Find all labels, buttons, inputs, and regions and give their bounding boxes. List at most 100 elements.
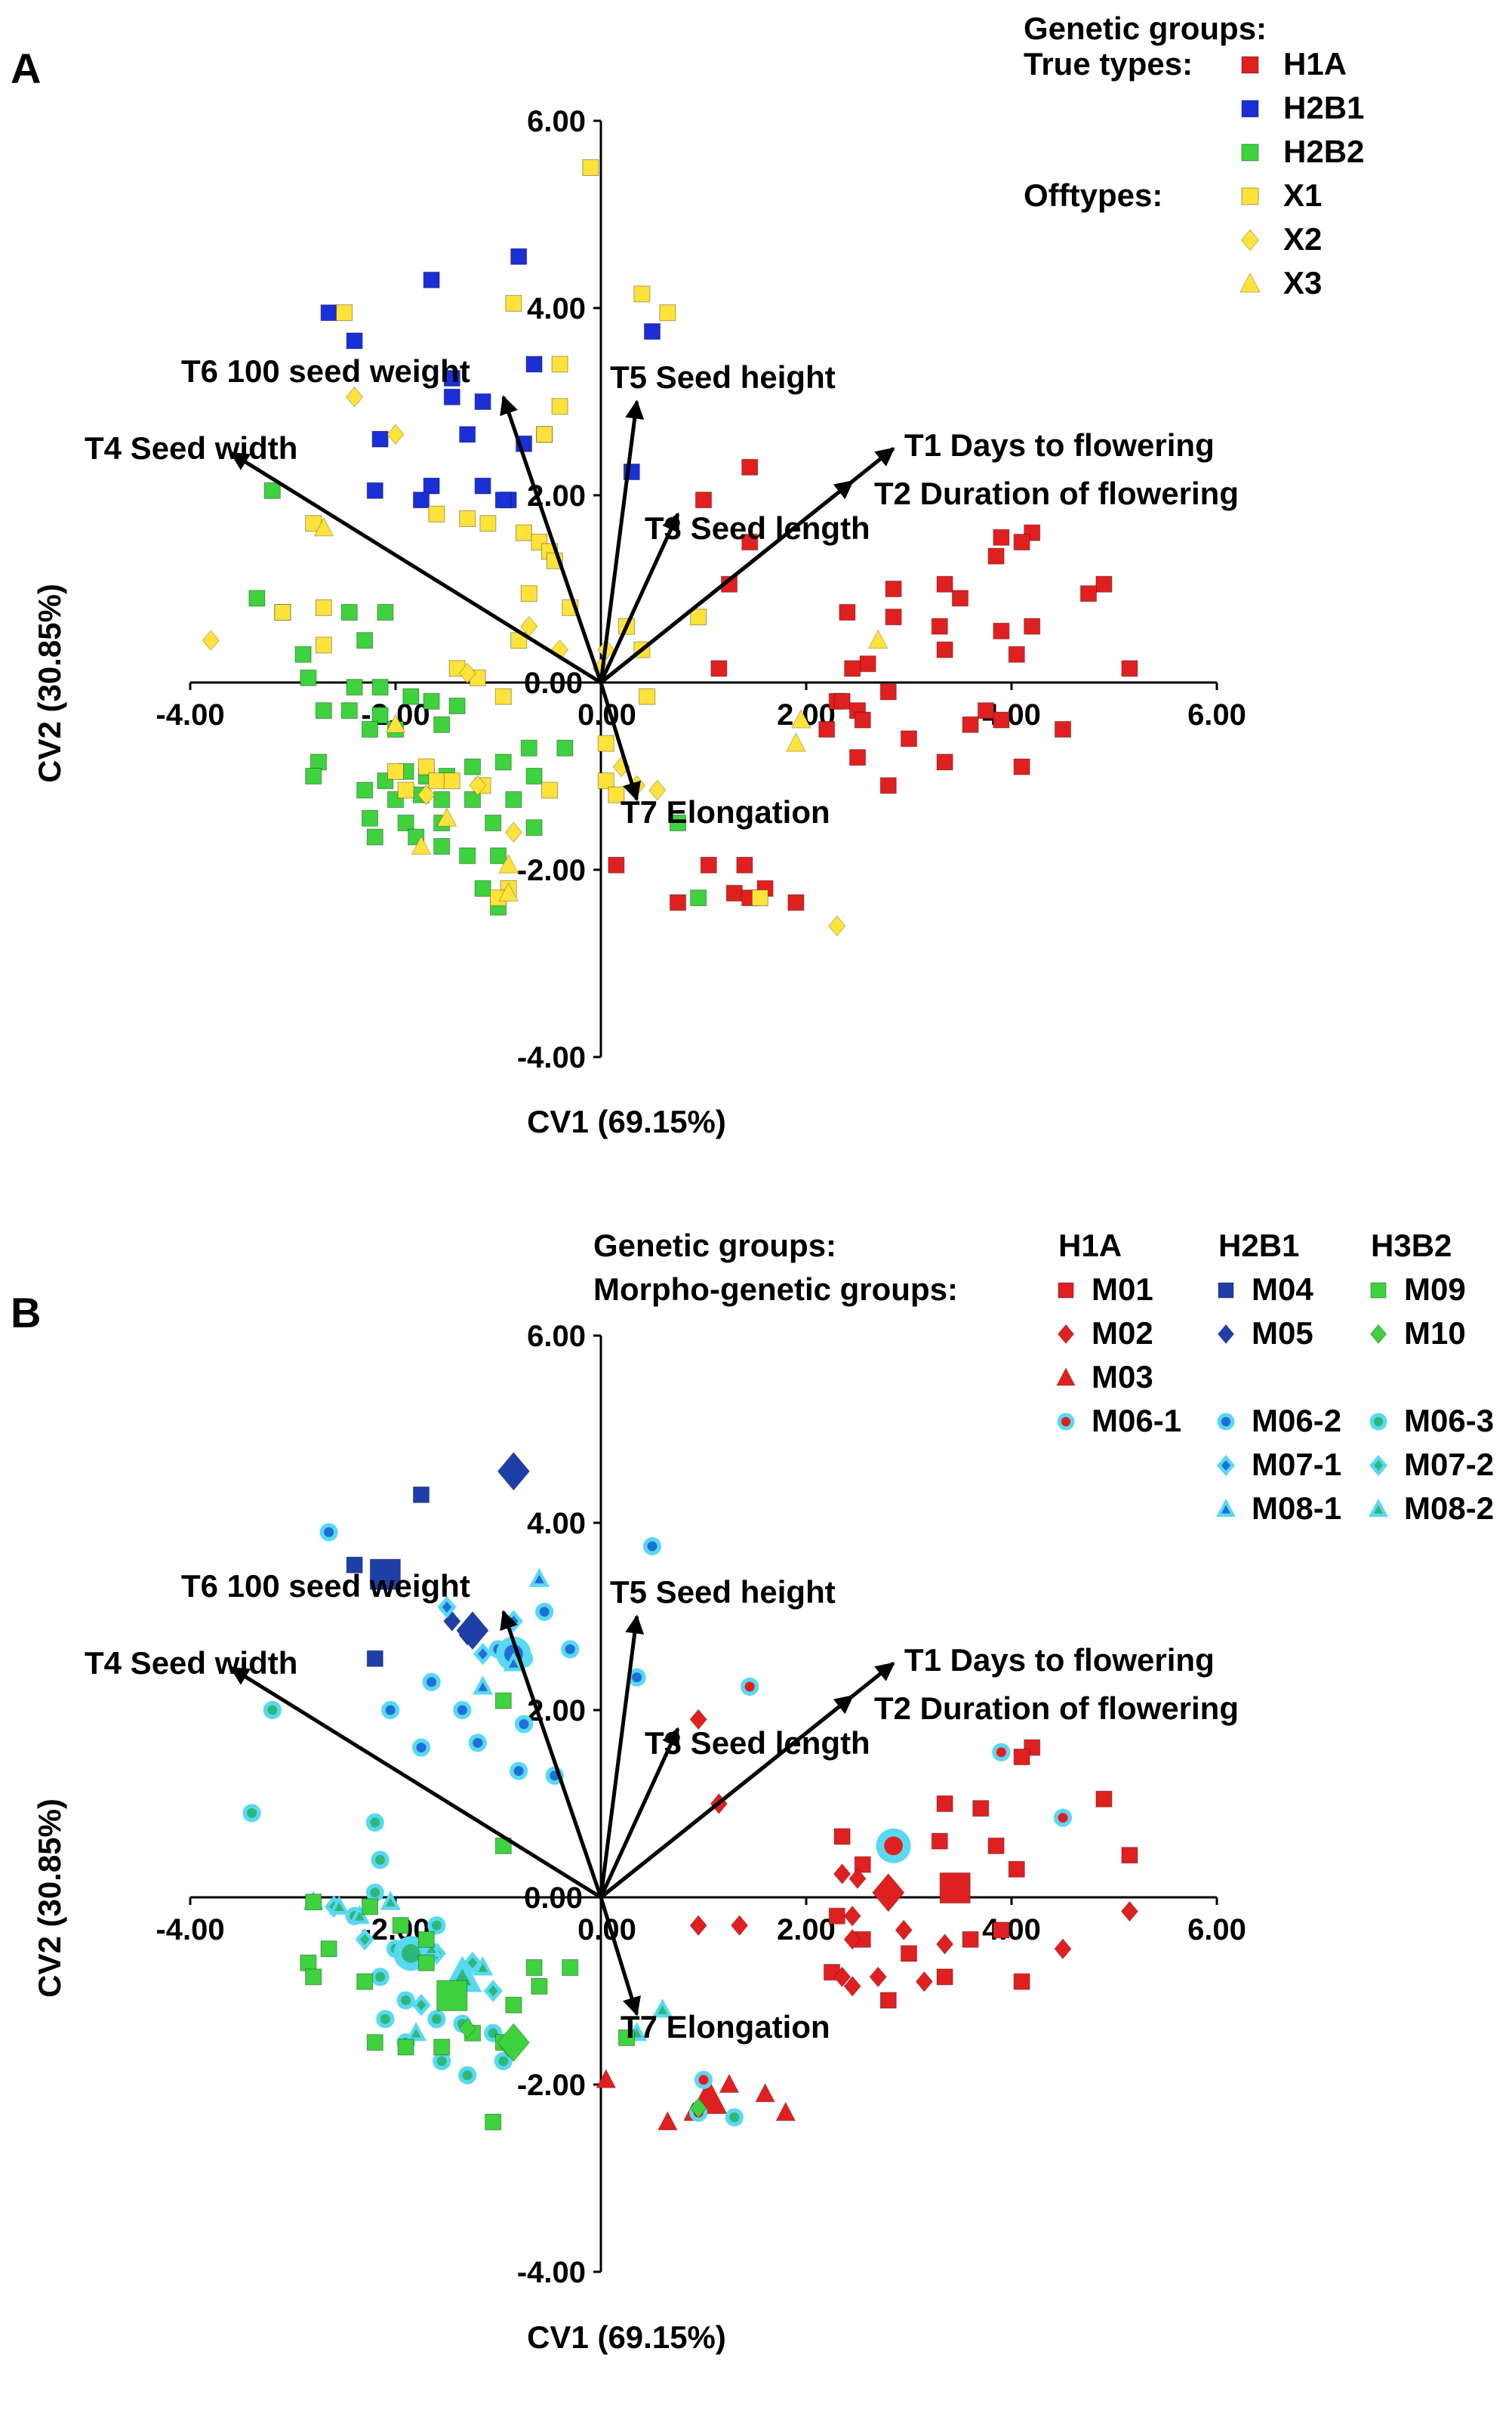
point-m06-3-dot — [498, 2056, 509, 2066]
point-m09 — [562, 1959, 579, 1976]
point-x2 — [417, 784, 436, 806]
point-h2b2 — [433, 791, 451, 808]
point-m06-3-dot — [431, 2014, 442, 2024]
point-m09 — [618, 2029, 635, 2046]
point-h1a — [844, 660, 861, 677]
point-m07-2-inner — [359, 1934, 370, 1946]
point-x1 — [633, 285, 651, 303]
legend-marker-m06-2-dot — [1221, 1416, 1231, 1427]
vector-label-t3: T3 Seed length — [645, 1725, 870, 1761]
y-tick-label: 4.00 — [527, 292, 586, 325]
vector-label-t3: T3 Seed length — [645, 510, 870, 546]
point-h1a — [839, 604, 856, 621]
vector-label-t4: T4 Seed width — [85, 430, 297, 466]
point-m07-2 — [483, 1980, 503, 2002]
point-h2b2 — [402, 688, 420, 705]
legend-label-m10: M10 — [1404, 1315, 1466, 1351]
point-h2b2 — [366, 828, 383, 846]
point-m01 — [854, 1856, 871, 1873]
vector-t4 — [229, 451, 602, 685]
y-tick-label: 0.00 — [524, 1881, 583, 1915]
point-m09 — [525, 1959, 543, 1976]
legend-marker-m06-1-dot — [1061, 1416, 1071, 1427]
legend-marker-m06-2 — [1217, 1413, 1235, 1431]
point-m01 — [1121, 1847, 1138, 1864]
point-m01 — [833, 1828, 851, 1845]
point-h2b2 — [371, 707, 389, 724]
point-m02 — [1054, 1938, 1072, 1960]
point-m06-3-dot — [375, 1854, 386, 1865]
point-m02 — [843, 1975, 861, 1997]
point-h1a — [710, 660, 728, 677]
point-m09 — [392, 1917, 409, 1934]
legend-marker-m06-3-dot — [1373, 1416, 1384, 1427]
point-m06-1-centroid — [876, 1828, 911, 1863]
legend-marker-m03 — [1056, 1367, 1076, 1386]
point-m08-2 — [472, 1956, 494, 1976]
point-m08-1-inner — [478, 1682, 488, 1691]
point-m06-3 — [365, 1813, 384, 1832]
point-m09-centroid — [436, 1980, 468, 2011]
point-m07-1-inner — [478, 1648, 488, 1660]
point-h2b2 — [263, 482, 281, 499]
point-m09 — [505, 1996, 522, 2014]
point-h2b1 — [525, 356, 543, 373]
point-h2b2 — [305, 768, 322, 784]
point-m08-2 — [349, 1905, 371, 1925]
legend-marker-m07-1-inner — [1221, 1460, 1230, 1471]
point-x3 — [867, 629, 888, 649]
point-x1 — [315, 599, 332, 616]
legend-marker-x2 — [1240, 229, 1260, 251]
legend-label-m01: M01 — [1092, 1271, 1153, 1307]
point-m06-1-centroid-dot — [884, 1836, 903, 1856]
point-m01 — [879, 1992, 897, 2009]
vector-t3 — [599, 512, 680, 684]
point-m10-centroid — [497, 2023, 531, 2062]
loading-vectors: T1 Days to flowering T2 Duration of flowe… — [85, 353, 1239, 830]
point-m06-3 — [396, 1991, 415, 2010]
legend-marker-m06-3 — [1369, 1413, 1387, 1431]
point-m06-2-dot — [539, 1607, 550, 1617]
point-h2b1 — [474, 477, 491, 495]
point-m06-3-dot — [462, 2070, 473, 2081]
point-m06-2-dot — [513, 1766, 524, 1777]
point-m02 — [689, 1915, 707, 1937]
point-h1a — [1055, 721, 1071, 738]
point-h1a — [879, 777, 897, 794]
point-h1a — [725, 885, 743, 901]
point-m07-1-inner — [442, 1601, 452, 1613]
point-m06-2 — [510, 1761, 528, 1780]
legend-label-h1a: H1A — [1283, 46, 1347, 82]
point-h2b2 — [448, 698, 466, 714]
point-h2b1 — [320, 304, 337, 322]
point-m08-1 — [503, 1652, 525, 1672]
point-m06-2-dot — [416, 1743, 427, 1753]
vector-label-t5: T5 Seed height — [610, 359, 836, 395]
point-m03 — [775, 2101, 796, 2122]
point-m02 — [915, 1971, 934, 1992]
legend-column-h3b2: H3B2 — [1371, 1228, 1452, 1263]
point-h1a — [987, 547, 1005, 565]
point-h2b2 — [310, 753, 327, 771]
y-tick-label: 4.00 — [527, 1507, 586, 1540]
point-h2b2 — [464, 758, 481, 775]
legend-label-m08-1: M08-1 — [1252, 1490, 1341, 1526]
legend-label-m03: M03 — [1092, 1359, 1153, 1394]
point-m10 — [689, 2097, 707, 2119]
point-m02-centroid — [872, 1873, 905, 1912]
point-m09 — [305, 1894, 322, 1911]
point-m08-2-inner — [334, 1902, 344, 1912]
point-m09 — [417, 1954, 435, 1971]
legend: Genetic groups: Morpho-genetic groups: H1A… — [593, 1228, 1494, 1526]
vector-label-t7: T7 Elongation — [621, 2009, 830, 2045]
point-x2 — [458, 662, 476, 684]
point-m06-3-dot — [380, 2014, 390, 2024]
vector-t2 — [599, 479, 855, 684]
vector-label-t1: T1 Days to flowering — [904, 427, 1215, 463]
legend-label-m06-2: M06-2 — [1252, 1403, 1341, 1438]
point-m06-2 — [561, 1640, 580, 1659]
legend-marker-x3 — [1239, 272, 1261, 293]
point-h1a — [833, 692, 851, 710]
legend-column-h2b1: H2B1 — [1218, 1228, 1299, 1263]
